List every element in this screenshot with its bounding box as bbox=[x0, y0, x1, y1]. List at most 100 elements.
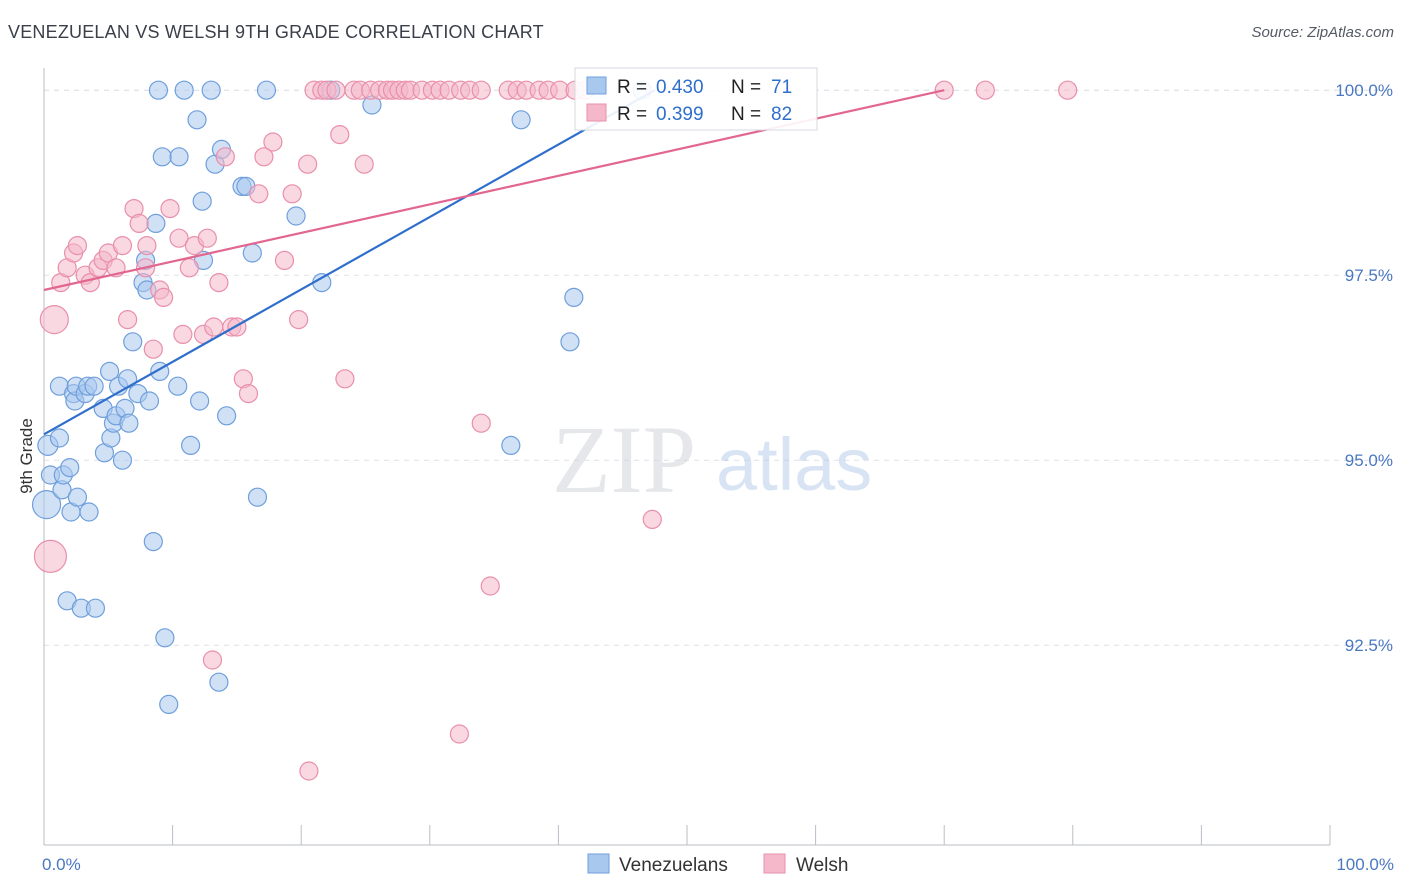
data-point-venezuelans bbox=[201, 80, 221, 100]
data-point-welsh bbox=[975, 80, 995, 100]
data-point-welsh bbox=[160, 199, 180, 219]
legend-r-value-1: 0.430 bbox=[656, 77, 704, 98]
legend-n-value-1: 71 bbox=[771, 77, 792, 98]
data-point-venezuelans bbox=[209, 672, 229, 692]
data-point-welsh bbox=[282, 184, 302, 204]
data-point-welsh bbox=[179, 258, 199, 278]
data-point-welsh bbox=[39, 305, 69, 335]
series-legend-label-welsh: Welsh bbox=[796, 855, 848, 876]
watermark-atlas: atlas bbox=[716, 423, 872, 506]
data-point-venezuelans bbox=[564, 287, 584, 307]
data-point-venezuelans bbox=[79, 502, 99, 522]
data-point-venezuelans bbox=[143, 531, 163, 552]
legend-r-label-1: R = bbox=[617, 77, 647, 98]
series-legend-swatch-venezuelans bbox=[587, 853, 610, 874]
data-point-venezuelans bbox=[560, 332, 580, 352]
trend-line-venezuelans bbox=[43, 89, 656, 436]
data-point-welsh bbox=[215, 147, 235, 167]
data-point-venezuelans bbox=[84, 376, 104, 396]
data-point-welsh bbox=[143, 339, 163, 359]
y-tick-label: 95.0% bbox=[1345, 451, 1393, 470]
data-point-venezuelans bbox=[174, 80, 194, 100]
data-point-venezuelans bbox=[31, 490, 62, 520]
data-point-welsh bbox=[153, 287, 174, 307]
data-point-welsh bbox=[204, 317, 224, 337]
data-point-venezuelans bbox=[286, 206, 306, 226]
x-tick-label-min: 0.0% bbox=[42, 855, 81, 874]
data-point-venezuelans bbox=[242, 243, 262, 263]
stats-legend: R = 0.430 N = 71 R = 0.399 N = 82 bbox=[574, 67, 818, 131]
data-point-venezuelans bbox=[67, 487, 88, 507]
data-point-welsh bbox=[202, 650, 223, 670]
chart-source: Source: ZipAtlas.com bbox=[1251, 24, 1394, 41]
x-tick-label-max: 100.0% bbox=[1336, 855, 1394, 874]
legend-n-label-1: N = bbox=[731, 77, 761, 98]
data-point-venezuelans bbox=[168, 376, 188, 396]
legend-swatch-venezuelans bbox=[586, 76, 607, 95]
data-point-welsh bbox=[289, 310, 309, 330]
grid-lines bbox=[44, 89, 1394, 646]
series-legend-label-venezuelans: Venezuelans bbox=[619, 855, 728, 876]
data-point-welsh bbox=[335, 369, 355, 389]
data-point-venezuelans bbox=[49, 428, 70, 448]
data-point-venezuelans bbox=[181, 435, 201, 455]
data-point-welsh bbox=[330, 125, 350, 145]
data-point-venezuelans bbox=[99, 361, 120, 381]
x-ticks bbox=[43, 825, 1331, 845]
legend-n-label-2: N = bbox=[731, 104, 761, 125]
data-point-venezuelans bbox=[217, 406, 237, 426]
y-tick-label: 97.5% bbox=[1345, 266, 1393, 285]
data-point-venezuelans bbox=[112, 450, 133, 470]
stats-legend-frame bbox=[574, 67, 818, 131]
y-axis-label: 9th Grade bbox=[17, 418, 36, 494]
data-point-welsh bbox=[67, 236, 88, 256]
series-legend: Venezuelans Welsh bbox=[587, 853, 848, 876]
data-point-welsh bbox=[354, 154, 374, 174]
data-point-welsh bbox=[169, 228, 189, 248]
data-point-venezuelans bbox=[192, 191, 212, 211]
y-tick-label: 100.0% bbox=[1335, 81, 1393, 100]
data-point-venezuelans bbox=[152, 147, 172, 167]
data-point-venezuelans bbox=[146, 213, 166, 233]
data-point-welsh bbox=[137, 236, 157, 256]
data-point-venezuelans bbox=[148, 80, 169, 100]
data-point-venezuelans bbox=[85, 598, 106, 618]
data-point-venezuelans bbox=[501, 435, 521, 455]
data-point-welsh bbox=[197, 228, 217, 248]
legend-n-value-2: 82 bbox=[771, 104, 792, 125]
data-point-welsh bbox=[263, 132, 283, 152]
data-point-venezuelans bbox=[155, 628, 175, 648]
data-point-venezuelans bbox=[187, 110, 207, 130]
data-point-welsh bbox=[471, 413, 491, 433]
data-point-welsh bbox=[471, 80, 491, 100]
legend-swatch-welsh bbox=[586, 103, 607, 122]
chart-title: VENEZUELAN VS WELSH 9TH GRADE CORRELATIO… bbox=[8, 22, 544, 42]
data-point-venezuelans bbox=[119, 413, 139, 433]
data-point-venezuelans bbox=[139, 391, 160, 411]
data-point-venezuelans bbox=[159, 694, 179, 715]
data-point-welsh bbox=[480, 576, 500, 596]
data-point-welsh bbox=[449, 724, 469, 744]
data-point-welsh bbox=[274, 250, 295, 270]
data-point-welsh bbox=[254, 147, 274, 167]
data-point-welsh bbox=[642, 509, 662, 530]
data-point-welsh bbox=[33, 539, 68, 574]
data-point-welsh bbox=[298, 154, 318, 174]
data-point-welsh bbox=[129, 213, 149, 233]
data-point-welsh bbox=[173, 324, 193, 344]
data-point-welsh bbox=[1058, 80, 1078, 100]
data-point-venezuelans bbox=[190, 391, 210, 411]
data-point-welsh bbox=[249, 184, 269, 204]
data-point-venezuelans bbox=[169, 147, 189, 167]
legend-r-label-2: R = bbox=[617, 104, 647, 125]
data-point-venezuelans bbox=[256, 80, 277, 100]
data-point-venezuelans bbox=[60, 458, 80, 478]
data-point-welsh bbox=[112, 236, 133, 256]
legend-r-value-2: 0.399 bbox=[656, 104, 704, 125]
y-tick-label: 92.5% bbox=[1345, 636, 1393, 655]
y-tick-labels: 92.5% 95.0% 97.5% 100.0% bbox=[1335, 81, 1393, 655]
data-point-venezuelans bbox=[511, 110, 531, 130]
data-point-welsh bbox=[227, 317, 247, 337]
data-point-welsh bbox=[326, 80, 346, 100]
